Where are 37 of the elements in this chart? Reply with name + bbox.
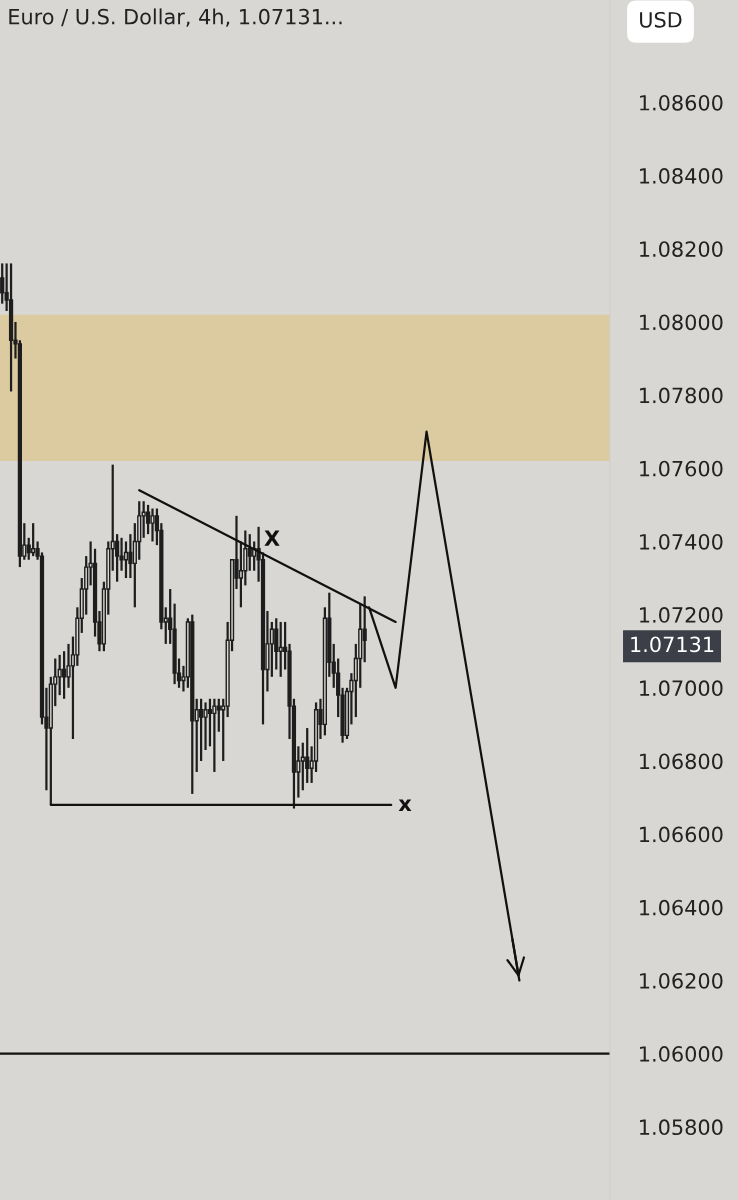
candlestick (300, 741, 305, 792)
y-tick-label: 1.06800 (640, 753, 723, 770)
y-tick-label: 1.08200 (640, 241, 723, 257)
y-tick-label: 1.08400 (640, 168, 723, 184)
chart-title: Euro / U.S. Dollar, 4h, 1.07131... (9, 8, 342, 27)
candlestick (362, 595, 367, 664)
candlestick (247, 533, 252, 572)
candlestick (199, 697, 204, 763)
candlestick (207, 697, 213, 748)
y-tick-label: 1.07600 (640, 460, 723, 477)
candlestick (216, 697, 221, 733)
y-tick-label: 1.07400 (640, 533, 723, 550)
candlestick (61, 650, 67, 700)
y-tick-label: 1.06000 (640, 1046, 723, 1062)
y-tick-label: 1.06200 (640, 972, 723, 989)
candlestick (278, 620, 283, 678)
candlestick (203, 701, 208, 752)
text: USD (640, 11, 682, 28)
candlestick (150, 507, 155, 543)
annotation: X (264, 530, 280, 546)
candlestick (128, 533, 133, 580)
candlestick (212, 697, 217, 774)
y-tick-label: 1.06600 (640, 826, 723, 843)
y-tick-label: 1.07000 (640, 680, 723, 697)
y-tick-label: 1.05800 (640, 1119, 723, 1136)
y-tick-label: 1.08000 (640, 314, 723, 331)
text: 1.07131 (631, 636, 714, 653)
y-tick-label: 1.06400 (640, 899, 723, 916)
candlestick (31, 522, 36, 558)
candlestick (0, 262, 5, 305)
candlestick (57, 653, 62, 697)
annotation: x (398, 799, 412, 811)
y-tick-label: 1.08600 (640, 94, 723, 111)
candlestick (141, 500, 146, 539)
y-tick-label: 1.07800 (640, 387, 723, 404)
candlestick (123, 540, 129, 580)
y-tick-label: 1.07200 (640, 607, 723, 623)
